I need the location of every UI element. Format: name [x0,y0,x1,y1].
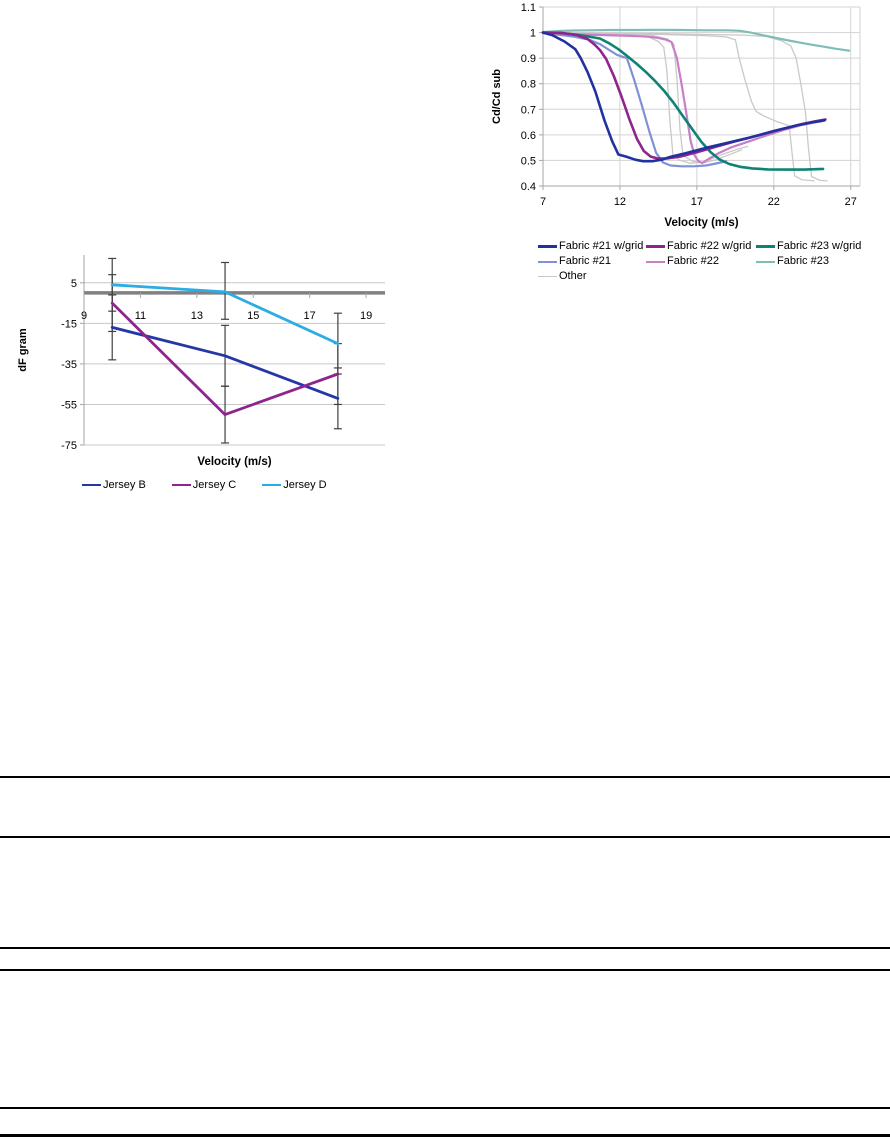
y-tick-label: 0.8 [521,79,536,91]
legend-label: Fabric #21 w/grid [559,240,644,252]
y-tick-label: 0.4 [521,181,536,193]
force-chart-figure: 5 -15 -35 -55 -75 9 11 13 15 17 19 Velocity (m/s) dF… [14,243,414,505]
x-tick-label: 12 [614,196,626,208]
y-axis-title: dF gram [17,328,29,372]
series-jersey-b [110,326,340,400]
y-tick-label: -55 [61,399,77,411]
y-tick-label: 1.1 [521,2,536,14]
x-tick-label: 22 [768,196,780,208]
x-tick-label: 7 [540,196,546,208]
legend-line-swatch [756,245,775,248]
legend-label: Fabric #23 [777,255,829,267]
legend-label: Fabric #21 [559,255,611,267]
legend-item: Jersey D [262,479,327,491]
cd-ratio-chart-legend: Fabric #21 w/grid Fabric #22 w/grid Fabric… [538,240,890,283]
horizontal-rule [0,836,890,838]
legend-line-swatch [646,260,665,263]
x-tick-label: 11 [135,310,146,322]
y-tick-label: 0.6 [521,130,536,142]
series-other [542,31,749,164]
cd-cd-sub-plot: 1.1 1 0.9 0.8 0.7 0.6 0.5 0.4 7 12 17 22 27 Velocity … [491,2,861,229]
y-tick-label: -35 [61,359,77,371]
legend-line-swatch [646,245,665,248]
series-jersey-d [110,283,340,345]
horizontal-rule [0,1107,890,1109]
legend-line-swatch [171,484,191,486]
legend-item: Fabric #22 w/grid [646,240,756,253]
legend-label: Jersey C [192,479,237,491]
series-other [542,31,743,164]
legend-line-swatch [82,484,101,486]
x-tick-label: 27 [845,196,857,208]
legend-label: Other [559,270,587,282]
y-tick-label: 0.9 [521,53,536,65]
series-other [542,31,828,182]
legend-line-swatch [538,276,557,277]
legend-label: Jersey B [103,479,146,491]
legend-label: Fabric #22 [667,255,719,267]
legend-line-swatch [756,260,775,263]
y-tick-label: -75 [61,440,77,452]
series-other [542,31,815,182]
horizontal-rule [0,1134,890,1137]
legend-item: Fabric #21 w/grid [538,240,646,253]
series-fabric-21 [541,31,728,168]
series-fabric-23 [541,28,851,52]
legend-item: Fabric #22 [646,255,756,268]
y-tick-label: 1 [530,28,536,40]
x-tick-label: 13 [191,310,203,322]
df-gram-plot: 5 -15 -35 -55 -75 9 11 13 15 17 19 Velocity (m/s) dF… [17,255,385,468]
legend-line-swatch [538,245,557,248]
y-tick-label: 0.7 [521,104,536,116]
horizontal-rule [0,969,890,971]
legend-item: Fabric #23 w/grid [756,240,890,253]
y-tick-label: -15 [61,318,77,330]
y-tick-label: 0.5 [521,155,536,167]
legend-label: Fabric #23 w/grid [777,240,862,252]
horizontal-rule [0,776,890,778]
legend-label: Jersey D [283,479,327,491]
y-tick-label: 5 [71,278,77,290]
legend-item: Jersey C [171,479,237,491]
series-fabric-22 [541,31,823,165]
cd-ratio-chart-figure: 1.1 1 0.9 0.8 0.7 0.6 0.5 0.4 7 12 17 22 27 Velocity … [488,0,890,296]
x-axis-title: Velocity (m/s) [664,217,738,229]
x-tick-label: 17 [691,196,703,208]
x-tick-label: 17 [304,310,316,322]
legend-line-swatch [262,484,282,486]
series-fabric-21-w-grid [541,31,826,163]
legend-item: Fabric #21 [538,255,646,268]
series-jersey-c [110,301,340,417]
legend-line-swatch [538,260,557,263]
x-tick-label: 15 [247,310,259,322]
y-axis-title: Cd/Cd sub [491,69,503,124]
legend-item: Other [538,270,646,283]
x-axis-title: Velocity (m/s) [197,456,271,468]
horizontal-rule [0,947,890,949]
legend-item: Fabric #23 [756,255,890,268]
force-chart-legend: Jersey B Jersey C Jersey D [82,479,327,491]
legend-item: Jersey B [82,479,146,491]
x-tick-label: 9 [81,310,87,322]
legend-label: Fabric #22 w/grid [667,240,752,252]
series-fabric-23-w-grid [541,31,825,171]
x-tick-label: 19 [360,310,372,322]
